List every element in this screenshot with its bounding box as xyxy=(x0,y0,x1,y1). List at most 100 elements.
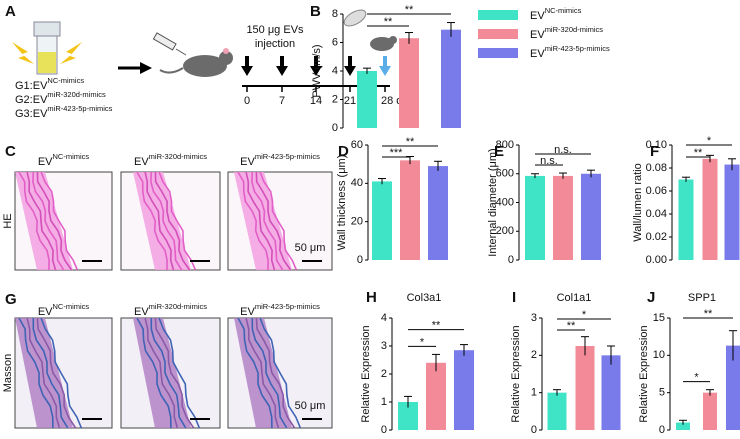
y-axis-label: Wall/lumen ratio xyxy=(632,163,644,241)
mouse-head xyxy=(219,51,233,65)
panel-letter: D xyxy=(338,143,349,160)
lightning xyxy=(60,42,82,64)
significance-label: ** xyxy=(704,308,713,320)
superscript: miR-320d-mimics xyxy=(47,90,106,99)
image-title: EVNC-mimics xyxy=(38,152,90,168)
timeline-label: 14 xyxy=(310,95,322,107)
image-title: EVNC-mimics xyxy=(38,302,90,318)
mouse-body xyxy=(183,55,227,77)
y-tick-label: 0.02 xyxy=(646,231,667,243)
group-label: G2:EVmiR-320d-mimics xyxy=(15,90,106,106)
elastic-lamina xyxy=(245,317,280,429)
bar xyxy=(575,346,595,430)
y-tick-label: 40 xyxy=(351,177,363,189)
elastic-lamina xyxy=(150,171,183,271)
bar xyxy=(372,181,392,260)
bar xyxy=(724,164,740,260)
superscript: miR-320d-mimics xyxy=(149,302,208,311)
dose: 150 μg EVs xyxy=(246,24,304,36)
legend-entry: EVmiR-423-5p-mimics xyxy=(530,44,610,60)
elastic-lamina xyxy=(40,171,79,271)
image-title: EVmiR-320d-mimics xyxy=(134,302,207,318)
significance-label: * xyxy=(582,309,587,321)
day-arrow-head xyxy=(379,66,391,76)
day-arrow-head xyxy=(241,66,253,76)
bar xyxy=(553,175,573,260)
y-tick-label: 0 xyxy=(381,424,387,436)
elastic-lamina xyxy=(158,317,201,429)
y-tick-label: 2 xyxy=(531,349,537,361)
tissue xyxy=(15,172,73,270)
elastic-lamina xyxy=(245,171,276,271)
y-tick-label: 600 xyxy=(496,168,514,180)
elastic-lamina xyxy=(237,317,273,429)
mouse-tail xyxy=(159,67,184,74)
tissue xyxy=(133,172,191,270)
mouse-head xyxy=(389,36,397,44)
significance-label: n.s. xyxy=(554,144,572,156)
panel-letter: C xyxy=(5,143,16,160)
text-part: EV xyxy=(530,29,545,41)
lightning xyxy=(12,42,34,64)
arrow-head xyxy=(140,62,152,74)
significance-label: *** xyxy=(390,147,404,159)
y-tick-label: 0 xyxy=(531,424,537,436)
day-arrow-head xyxy=(344,66,356,76)
panel-letter: G xyxy=(5,291,17,308)
elastic-lamina xyxy=(154,171,191,271)
bar xyxy=(601,355,621,430)
elastic-lamina xyxy=(144,317,179,429)
y-tick-label: 6 xyxy=(332,36,338,48)
y-tick-label: 60 xyxy=(351,139,363,151)
elastic-lamina xyxy=(251,171,284,271)
elastic-lamina xyxy=(158,171,197,271)
tissue xyxy=(234,318,292,428)
day-arrow-head xyxy=(276,66,288,76)
y-tick-label: 0 xyxy=(357,254,363,266)
elastic-lamina xyxy=(18,171,50,271)
significance-label: ** xyxy=(567,320,576,332)
text-part: G3:EV xyxy=(15,108,48,120)
superscript: NC-mimics xyxy=(53,152,90,161)
significance-label: * xyxy=(707,135,712,147)
text-part: G2:EV xyxy=(15,94,48,106)
y-tick-label: 0.06 xyxy=(646,185,667,197)
chart-title: Col1a1 xyxy=(557,292,592,304)
elastic-lamina xyxy=(136,171,168,271)
elastic-lamina xyxy=(26,171,57,271)
day-arrow-head xyxy=(310,66,322,76)
image-title: EVmiR-320d-mimics xyxy=(134,152,207,168)
elastic-lamina xyxy=(18,317,54,429)
legend-entry: EVmiR-320d-mimics xyxy=(530,25,603,41)
y-axis-label: Wall thickness (μm) xyxy=(336,155,348,251)
tube-cap xyxy=(33,21,61,37)
y-tick-label: 800 xyxy=(496,139,514,151)
y-tick-label: 3 xyxy=(531,312,537,324)
superscript: miR-320d-mimics xyxy=(545,25,604,34)
y-tick-label: 400 xyxy=(496,196,514,208)
y-tick-label: 3 xyxy=(381,340,387,352)
timeline-label: 7 xyxy=(279,95,285,107)
bar xyxy=(454,350,474,430)
bar xyxy=(400,160,420,260)
significance-label: ** xyxy=(384,16,393,28)
panel-letter: A xyxy=(5,3,16,20)
panel-letter: E xyxy=(494,143,504,160)
y-axis-label: Relative Expression xyxy=(638,325,650,422)
significance-label: * xyxy=(420,336,425,348)
superscript: NC-mimics xyxy=(47,76,84,85)
image-title: EVmiR-423-5p-mimics xyxy=(240,302,320,318)
y-tick-label: 2 xyxy=(332,93,338,105)
y-axis-label: Relative Expression xyxy=(510,325,522,422)
tissue xyxy=(234,172,292,270)
chart-title: SPP1 xyxy=(688,292,716,304)
elastic-lamina xyxy=(36,317,77,429)
bar xyxy=(581,173,601,260)
superscript: miR-423-5p-mimics xyxy=(545,44,610,53)
text-part: EV xyxy=(134,306,149,318)
panel-letter: F xyxy=(650,143,659,160)
elastic-lamina xyxy=(32,318,69,429)
elastic-lamina xyxy=(32,171,65,271)
text-part: G1:EV xyxy=(15,80,48,92)
